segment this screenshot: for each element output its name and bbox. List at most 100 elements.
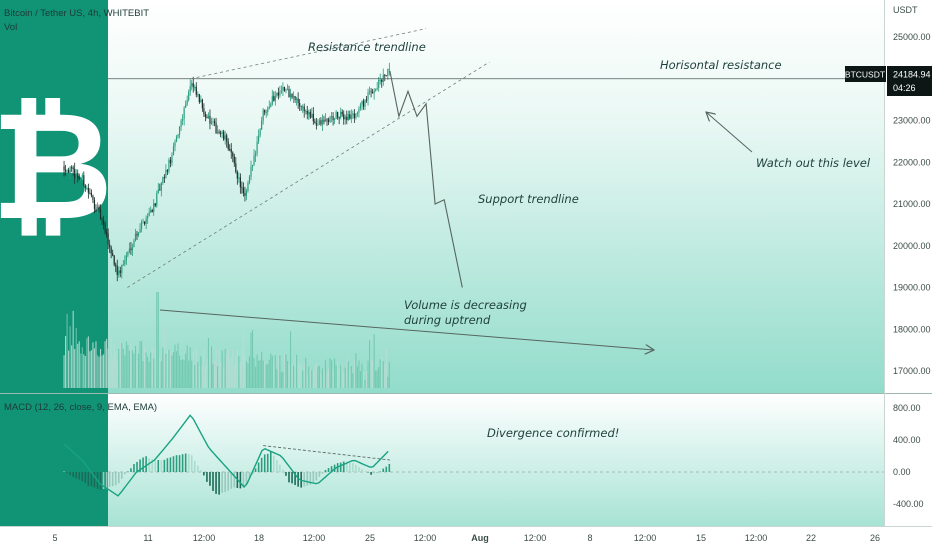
candle-body — [388, 68, 390, 70]
macd-histogram-bar — [175, 455, 178, 472]
macd-tick-label: 800.00 — [893, 403, 921, 413]
macd-histogram-bar — [309, 472, 312, 485]
candle-body — [254, 153, 257, 156]
volume-bar — [285, 354, 287, 388]
candle-body — [256, 141, 258, 154]
volume-bar — [341, 364, 343, 388]
volume-bar — [262, 360, 264, 388]
candle-body — [140, 222, 143, 229]
candle-body — [175, 136, 178, 142]
volume-bar — [337, 361, 339, 388]
price-tick-label: 21000.00 — [893, 199, 931, 209]
macd-histogram-bar — [385, 466, 388, 472]
macd-histogram-bar — [291, 472, 293, 484]
macd-histogram-bar — [273, 455, 275, 472]
volume-bar — [223, 368, 225, 388]
volume-bar — [382, 361, 384, 388]
candle-body — [258, 135, 260, 142]
macd-histogram-bar — [163, 459, 166, 472]
time-tick-label: 12:00 — [303, 533, 326, 543]
volume-bar — [206, 358, 208, 388]
volume-bar — [230, 357, 232, 388]
candle-body — [378, 79, 380, 89]
symbol-title[interactable]: Bitcoin / Tether US, 4h, WHITEBIT — [4, 8, 150, 19]
candle-body — [69, 167, 71, 173]
volume-bar — [367, 360, 369, 388]
symbol-tag — [845, 66, 886, 82]
volume-bar — [358, 360, 360, 388]
volume-bar — [250, 332, 252, 388]
volume-bar — [270, 353, 272, 388]
candle-body — [264, 109, 266, 113]
macd-histogram-bar — [215, 472, 217, 494]
volume-bar — [218, 350, 220, 388]
candle-body — [379, 79, 381, 81]
candle-body — [134, 233, 137, 241]
macd-histogram-bar — [181, 454, 184, 472]
candle-body — [96, 206, 99, 212]
volume-bar — [209, 346, 211, 388]
volume-bar — [81, 347, 83, 388]
candle-body — [370, 91, 372, 93]
candle-body — [220, 132, 222, 134]
macd-histogram-bar — [221, 472, 223, 493]
volume-bar — [317, 366, 319, 388]
candle-body — [144, 221, 146, 225]
candle-body — [358, 108, 360, 113]
candle-body — [314, 121, 316, 124]
candle-body — [160, 182, 162, 191]
candle-body — [216, 131, 219, 133]
resistance-trendline — [190, 28, 427, 80]
candle-body — [213, 121, 216, 123]
candle-body — [318, 120, 321, 125]
volume-bar — [251, 329, 254, 388]
candle-body — [109, 244, 111, 248]
volume-bar — [224, 348, 226, 388]
volume-bar — [256, 354, 258, 388]
candle-body — [183, 107, 185, 120]
candlesticks — [63, 62, 390, 282]
price-tick-label: 17000.00 — [893, 366, 931, 376]
macd-histogram-bar — [315, 472, 318, 481]
candle-body — [297, 98, 299, 104]
volume-bar — [352, 373, 354, 388]
volume-bar — [154, 348, 156, 388]
volume-bar — [248, 356, 251, 388]
candle-body — [207, 115, 210, 119]
candle-body — [104, 223, 106, 233]
volume-bar — [142, 361, 144, 388]
candle-body — [186, 100, 188, 105]
macd-indicator-label[interactable]: MACD (12, 26, close, 9, EMA, EMA) — [4, 402, 158, 413]
candle-body — [273, 96, 275, 101]
candle-body — [192, 83, 194, 88]
volume-bar — [207, 338, 209, 388]
macd-histogram-bar — [242, 472, 245, 488]
volume-bar — [356, 366, 358, 388]
candle-body — [359, 104, 362, 109]
volume-bar — [321, 368, 323, 388]
candle-body — [81, 175, 83, 178]
volume-bar — [265, 364, 267, 388]
candle-body — [376, 88, 378, 90]
candle-body — [229, 149, 231, 151]
volume-bar — [268, 359, 270, 388]
candle-body — [115, 264, 117, 267]
macd-tick-label: 400.00 — [893, 435, 921, 445]
candle-body — [306, 110, 308, 115]
price-tick-label: 20000.00 — [893, 241, 931, 251]
candle-body — [372, 92, 374, 94]
candle-body — [204, 114, 207, 118]
bitcoin-logo-panel — [0, 0, 108, 526]
macd-histogram-bar — [148, 458, 150, 472]
volume-bar — [119, 342, 121, 388]
volume-bar — [247, 363, 249, 388]
bar-countdown: 04:26 — [893, 83, 916, 93]
candle-body — [332, 116, 334, 121]
volume-bar — [221, 350, 223, 388]
watch-level-label: Watch out this level — [756, 156, 871, 170]
volume-indicator-label[interactable]: Vol — [4, 22, 18, 33]
candle-body — [64, 170, 67, 172]
volume-bar — [271, 355, 273, 388]
candle-body — [235, 163, 237, 172]
volume-bar — [127, 344, 129, 388]
